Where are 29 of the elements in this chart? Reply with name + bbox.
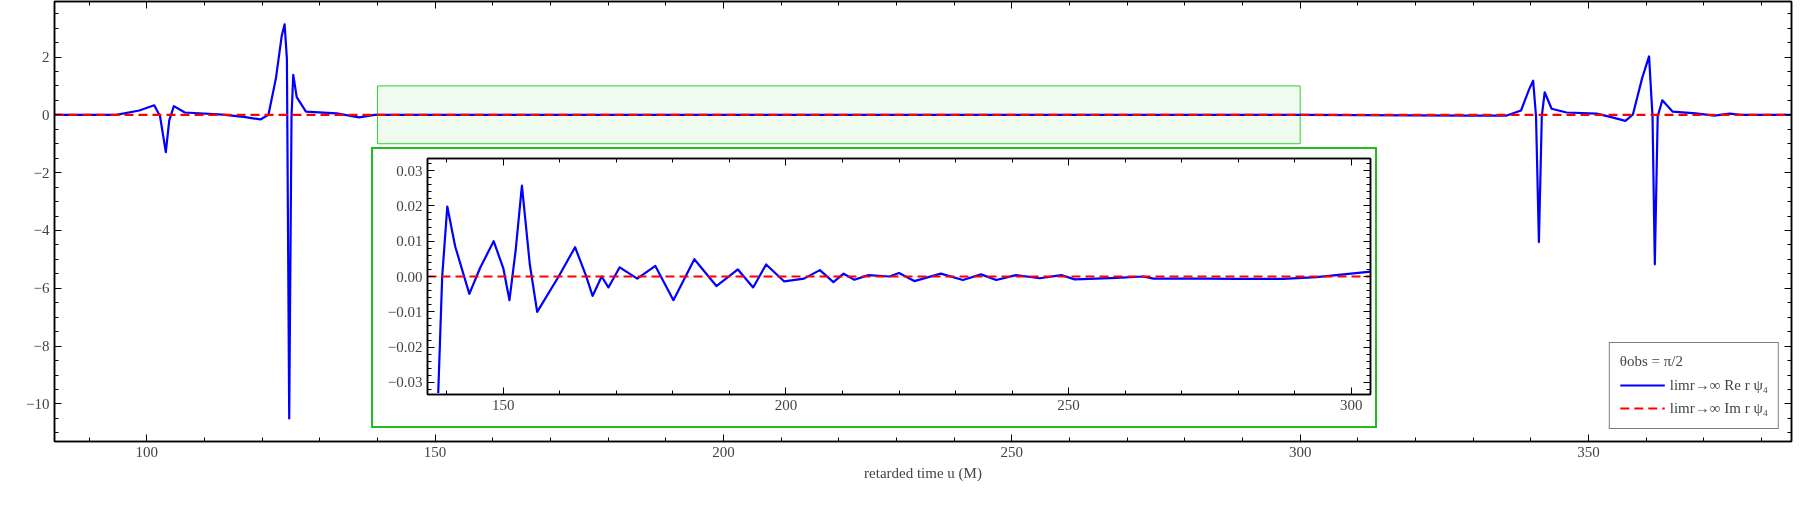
y-tick-label: −0.03 [387,374,423,391]
y-tick-label: 0.02 [396,197,423,214]
x-tick-label: 350 [1577,443,1600,460]
x-tick-label: 200 [712,443,735,460]
legend-label: limr→∞ Re r ψ₄ [1669,376,1768,394]
y-tick-label: 0.00 [396,268,423,285]
y-tick-label: 0.03 [396,162,423,179]
x-tick-label: 150 [492,396,515,413]
x-tick-label: 250 [1000,443,1024,460]
y-tick-label: 2 [42,49,50,66]
y-tick-label: −0.02 [387,339,423,356]
y-tick-label: 0.01 [396,233,423,250]
x-tick-label: 300 [1340,396,1363,413]
x-tick-label: 300 [1288,443,1312,460]
y-tick-label: 0 [42,106,50,123]
y-tick-label: −2 [33,164,50,181]
x-tick-label: 150 [423,443,447,460]
x-tick-label: 250 [1057,396,1080,413]
legend-label: limr→∞ Im r ψ₄ [1669,399,1768,417]
x-axis-title: retarded time u (M) [864,464,982,482]
y-tick-label: −8 [33,338,50,355]
legend-title: θobs = π/2 [1619,353,1684,370]
y-tick-label: −4 [33,222,50,239]
x-tick-label: 100 [135,443,159,460]
y-tick-label: −6 [33,280,50,297]
x-tick-label: 200 [774,396,798,413]
y-tick-label: −0.01 [387,303,423,320]
line-series [437,184,1371,395]
y-tick-label: −10 [26,395,50,412]
